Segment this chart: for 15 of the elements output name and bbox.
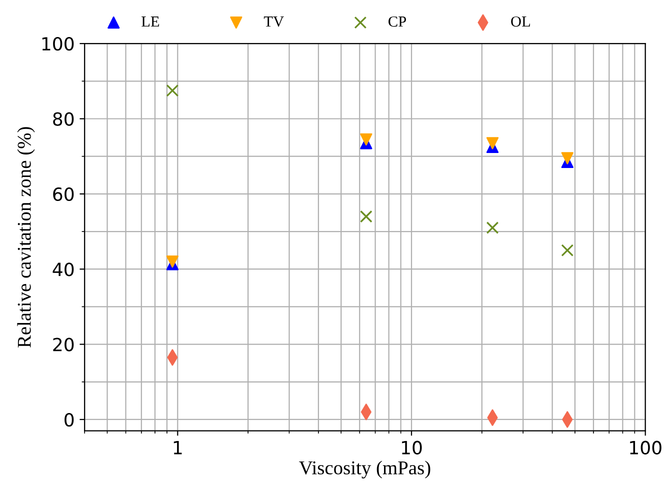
x-tick-label: 10 [402, 440, 422, 454]
x-tick-label: 100 [630, 440, 662, 454]
y-axis-title: Relative cavitation zone (%) [17, 127, 35, 348]
legend-label: OL [511, 16, 530, 27]
x-axis-title: Viscosity (mPas) [299, 460, 430, 478]
y-tick-label: 20 [53, 338, 74, 352]
x-tick-label: 1 [174, 441, 182, 454]
legend-label: TV [264, 16, 284, 27]
legend-label: CP [388, 16, 406, 27]
y-tick-label: 80 [53, 112, 74, 126]
y-tick-label: 60 [53, 187, 74, 202]
y-tick-label: 40 [52, 262, 74, 276]
y-tick-label: 100 [42, 37, 74, 51]
y-tick-label: 0 [64, 412, 74, 427]
legend-label: LE [142, 16, 160, 27]
